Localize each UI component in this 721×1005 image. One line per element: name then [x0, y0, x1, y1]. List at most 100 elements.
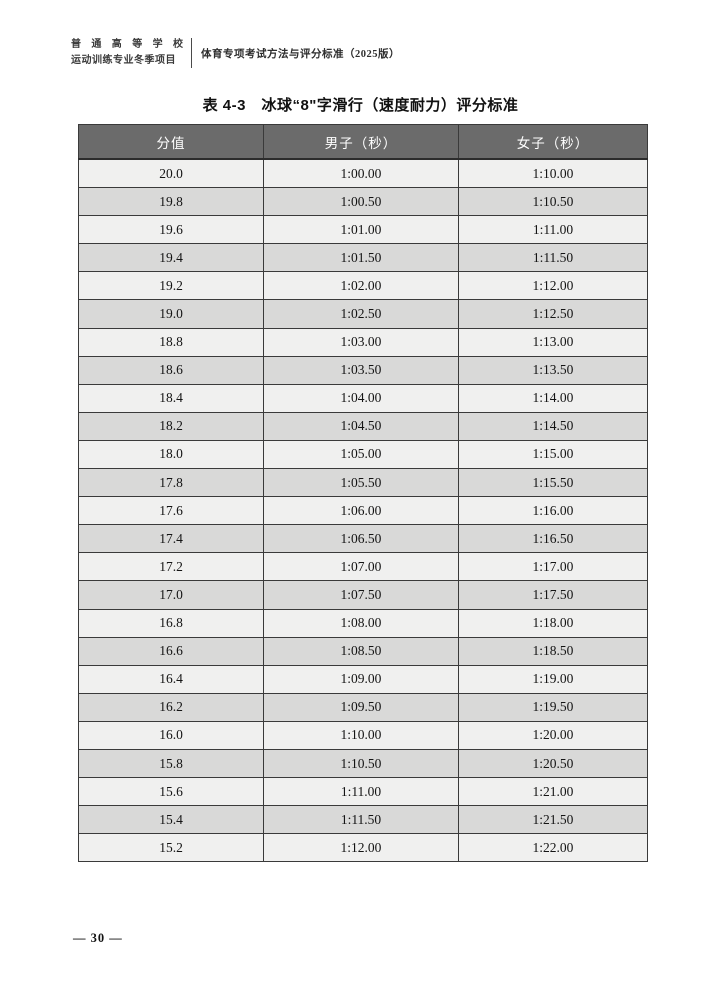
table-cell: 1:14.00 — [458, 383, 648, 413]
table-cell: 1:04.50 — [263, 411, 459, 441]
table-cell: 1:06.50 — [263, 524, 459, 554]
table-cell: 1:11.00 — [263, 777, 459, 807]
table-cell: 18.4 — [78, 383, 264, 413]
table-cell: 15.2 — [78, 833, 264, 863]
table-cell: 1:07.50 — [263, 580, 459, 610]
table-row: 16.8 1:08.00 1:18.00 — [78, 608, 648, 638]
table-cell: 1:00.50 — [263, 187, 459, 217]
table-cell: 19.2 — [78, 271, 264, 301]
table-cell: 17.0 — [78, 580, 264, 610]
table-cell: 1:18.50 — [458, 636, 648, 666]
table-row: 16.2 1:09.50 1:19.50 — [78, 692, 648, 722]
table-row: 15.4 1:11.50 1:21.50 — [78, 805, 648, 835]
table-cell: 1:17.00 — [458, 552, 648, 582]
table-cell: 16.8 — [78, 608, 264, 638]
table-cell: 1:09.00 — [263, 664, 459, 694]
table-row: 17.6 1:06.00 1:16.00 — [78, 496, 648, 526]
table-cell: 1:02.50 — [263, 299, 459, 329]
table-cell: 1:20.50 — [458, 748, 648, 779]
table-cell: 18.0 — [78, 439, 264, 470]
table-cell: 1:01.00 — [263, 215, 459, 245]
table-cell: 1:07.00 — [263, 552, 459, 582]
table-cell: 1:11.50 — [263, 805, 459, 835]
table-cell: 1:13.50 — [458, 355, 648, 385]
table-cell: 1:11.00 — [458, 215, 648, 245]
table-cell: 1:04.00 — [263, 383, 459, 413]
table-row: 20.0 1:00.00 1:10.00 — [78, 158, 648, 189]
table-header-row: 分值 男子（秒） 女子（秒） — [78, 124, 648, 160]
table-cell: 1:18.00 — [458, 608, 648, 638]
table-row: 18.6 1:03.50 1:13.50 — [78, 355, 648, 385]
table-row: 16.4 1:09.00 1:19.00 — [78, 664, 648, 694]
table-row: 17.8 1:05.50 1:15.50 — [78, 468, 648, 498]
table-cell: 1:15.50 — [458, 468, 648, 498]
table-cell: 1:21.50 — [458, 805, 648, 835]
table-cell: 15.4 — [78, 805, 264, 835]
page-number: — 30 — — [73, 931, 123, 945]
table-cell: 1:20.00 — [458, 720, 648, 750]
table-cell: 16.2 — [78, 692, 264, 722]
table-cell: 1:14.50 — [458, 411, 648, 441]
org-name-line1: 普 通 高 等 学 校 — [71, 39, 183, 50]
table-row: 18.2 1:04.50 1:14.50 — [78, 411, 648, 441]
header-divider — [191, 38, 192, 68]
table-cell: 19.0 — [78, 299, 264, 329]
table-cell: 1:08.50 — [263, 636, 459, 666]
table-row: 17.2 1:07.00 1:17.00 — [78, 552, 648, 582]
table-row: 18.4 1:04.00 1:14.00 — [78, 383, 648, 413]
table-row: 16.6 1:08.50 1:18.50 — [78, 636, 648, 666]
table-row: 15.2 1:12.00 1:22.00 — [78, 833, 648, 863]
table-cell: 1:10.00 — [263, 720, 459, 750]
table-row: 17.0 1:07.50 1:17.50 — [78, 580, 648, 610]
table-cell: 18.8 — [78, 327, 264, 357]
table-cell: 1:12.00 — [458, 271, 648, 301]
table-cell: 1:10.00 — [458, 158, 648, 189]
table-cell: 1:15.00 — [458, 439, 648, 470]
table-row: 15.8 1:10.50 1:20.50 — [78, 748, 648, 779]
table-row: 19.8 1:00.50 1:10.50 — [78, 187, 648, 217]
table-row: 16.0 1:10.00 1:20.00 — [78, 720, 648, 750]
table-cell: 1:22.00 — [458, 833, 648, 863]
table-cell: 19.4 — [78, 243, 264, 273]
table-cell: 1:12.00 — [263, 833, 459, 863]
table-cell: 17.4 — [78, 524, 264, 554]
table-cell: 1:09.50 — [263, 692, 459, 722]
table-cell: 16.0 — [78, 720, 264, 750]
table-row: 19.4 1:01.50 1:11.50 — [78, 243, 648, 273]
column-header-score: 分值 — [78, 124, 264, 160]
table-cell: 1:03.50 — [263, 355, 459, 385]
table-cell: 1:16.50 — [458, 524, 648, 554]
table-cell: 17.2 — [78, 552, 264, 582]
table-cell: 15.8 — [78, 748, 264, 779]
table-row: 19.2 1:02.00 1:12.00 — [78, 271, 648, 301]
table-cell: 17.6 — [78, 496, 264, 526]
table-cell: 1:21.00 — [458, 777, 648, 807]
org-name-block: 普 通 高 等 学 校 运动训练专业冬季项目 — [71, 37, 183, 69]
table-cell: 1:10.50 — [263, 748, 459, 779]
table-cell: 1:17.50 — [458, 580, 648, 610]
table-cell: 1:11.50 — [458, 243, 648, 273]
page-header: 普 通 高 等 学 校 运动训练专业冬季项目 体育专项考试方法与评分标准（202… — [71, 37, 400, 69]
table-cell: 1:10.50 — [458, 187, 648, 217]
table-body: 20.0 1:00.00 1:10.00 19.8 1:00.50 1:10.50 19.6… — [78, 158, 648, 863]
standard-title: 体育专项考试方法与评分标准（2025版） — [201, 48, 400, 60]
table-cell: 19.6 — [78, 215, 264, 245]
table-row: 15.6 1:11.00 1:21.00 — [78, 777, 648, 807]
table-row: 19.6 1:01.00 1:11.00 — [78, 215, 648, 245]
table-cell: 1:19.00 — [458, 664, 648, 694]
table-title: 表 4-3 冰球“8"字滑行（速度耐力）评分标准 — [202, 97, 519, 114]
table-cell: 15.6 — [78, 777, 264, 807]
table-row: 19.0 1:02.50 1:12.50 — [78, 299, 648, 329]
table-cell: 16.6 — [78, 636, 264, 666]
table-cell: 1:12.50 — [458, 299, 648, 329]
table-cell: 1:08.00 — [263, 608, 459, 638]
table-cell: 1:02.00 — [263, 271, 459, 301]
column-header-women: 女子（秒） — [458, 124, 648, 160]
table-cell: 16.4 — [78, 664, 264, 694]
table-cell: 20.0 — [78, 158, 264, 189]
table-cell: 18.2 — [78, 411, 264, 441]
table-row: 17.4 1:06.50 1:16.50 — [78, 524, 648, 554]
table-cell: 1:05.00 — [263, 439, 459, 470]
column-header-men: 男子（秒） — [263, 124, 459, 160]
score-table: 分值 男子（秒） 女子（秒） 20.0 1:00.00 1:10.00 19.8 1:0… — [78, 124, 648, 863]
